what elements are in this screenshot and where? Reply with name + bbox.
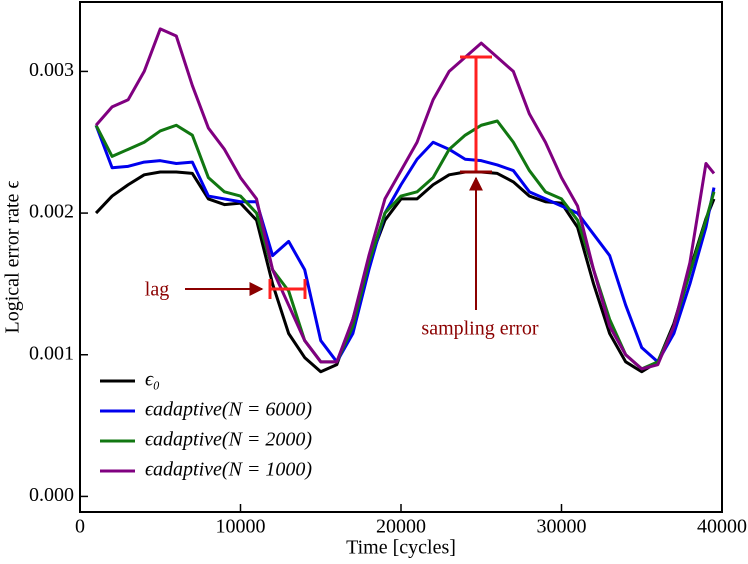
legend-label: ϵ₀ (145, 369, 160, 391)
legend-label: ϵadaptive(N = 1000) (145, 459, 312, 481)
series-line (94, 27, 716, 371)
plot-area: 0 10000 20000 30000 40000 0.000 0.001 0.002 0.00… (29, 27, 747, 538)
series-line (94, 170, 716, 374)
y-tick-label: 0.000 (29, 484, 74, 506)
x-tick-label: 10000 (216, 516, 266, 538)
x-tick-label: 20000 (376, 516, 426, 538)
x-tick-label: 40000 (697, 516, 747, 538)
x-tick-label: 0 (75, 516, 85, 538)
lag-label: lag (145, 279, 169, 301)
y-tick-label: 0.001 (29, 342, 74, 364)
series-line (94, 124, 716, 364)
legend-label: ϵadaptive(N = 2000) (145, 429, 312, 451)
y-tick-label: 0.002 (29, 201, 74, 223)
x-axis-label: Time [cycles] (346, 537, 456, 559)
series-line (94, 119, 716, 371)
legend-label: ϵadaptive(N = 6000) (145, 399, 312, 421)
y-tick-label: 0.003 (29, 59, 74, 81)
x-tick-label: 30000 (537, 516, 587, 538)
y-axis-label: Logical error rate ϵ (2, 180, 24, 333)
sampling-error-label: sampling error (421, 318, 539, 340)
